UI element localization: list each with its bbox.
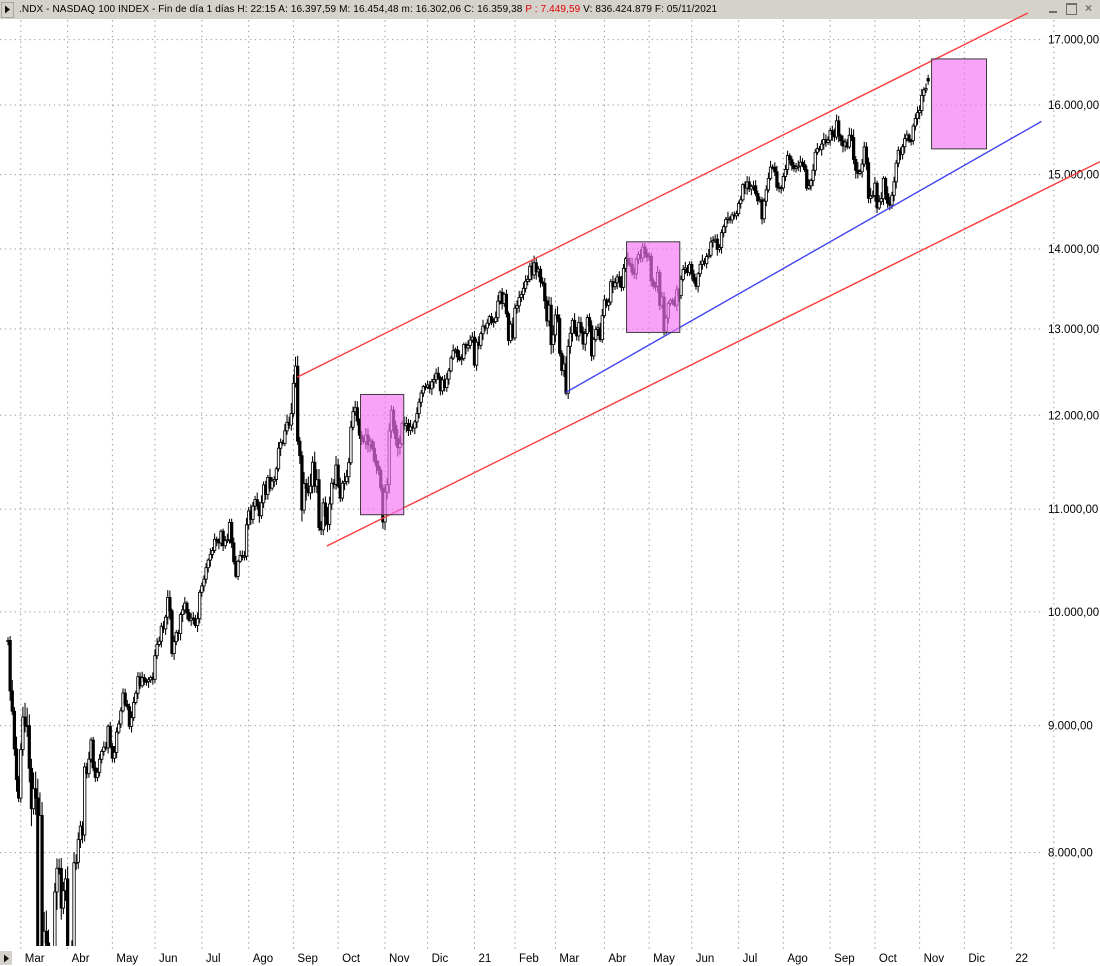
close-icon: × — [1084, 1, 1092, 15]
x-axis-labels: Mar Abr May Jun Jul Ago Sep Oct Nov Dic 21 Feb Mar Ab… — [25, 953, 1028, 965]
x-axis-label: Jun — [696, 953, 715, 965]
x-axis-label: Mar — [559, 953, 579, 965]
y-axis-label: 9.000,00 — [1048, 721, 1093, 733]
x-axis-label: Dic — [432, 953, 449, 965]
maximize-button[interactable] — [1065, 3, 1078, 15]
minimize-icon — [1049, 11, 1057, 13]
y-axis-label: 14.000,00 — [1048, 244, 1099, 256]
y-axis-label: 17.000,00 — [1048, 35, 1099, 47]
candlestick-series — [6, 74, 930, 946]
x-axis-label: Jul — [743, 953, 758, 965]
x-axis-label: Ago — [253, 953, 273, 965]
x-axis-label: Nov — [389, 953, 410, 965]
x-axis-label: Oct — [879, 953, 898, 965]
y-axis-label: 15.000,00 — [1048, 170, 1099, 182]
highlight-box-2[interactable] — [626, 241, 681, 333]
x-axis-label: Abr — [72, 953, 90, 965]
y-axis-label: 8.000,00 — [1048, 848, 1093, 860]
x-axis-label: Abr — [608, 953, 626, 965]
y-axis-labels: 17.000,00 16.000,00 15.000,00 14.000,00 13.0… — [1048, 35, 1099, 860]
x-axis-label: Sep — [297, 953, 317, 965]
x-axis-label: Jun — [159, 953, 178, 965]
horizontal-gridlines — [0, 39, 1044, 854]
right-arrow-icon — [5, 5, 10, 14]
x-axis-label: Nov — [924, 953, 945, 965]
x-axis-label: May — [653, 953, 675, 965]
x-axis-label: 22 — [1015, 953, 1028, 965]
title-last-price: P : 7.449,59 — [525, 4, 581, 15]
title-tail: V: 836.424.879 F: 05/11/2021 — [580, 4, 718, 15]
x-axis-label: Oct — [342, 953, 361, 965]
x-axis-label: Feb — [519, 953, 539, 965]
right-arrow-icon — [3, 954, 9, 962]
maximize-icon — [1066, 3, 1077, 15]
titlebar-scroll-arrow-button[interactable] — [1, 1, 14, 18]
y-axis-label: 13.000,00 — [1048, 324, 1099, 336]
y-axis-label: 11.000,00 — [1048, 504, 1098, 516]
title-main: .NDX - NASDAQ 100 INDEX - Fin de día 1 d… — [19, 4, 526, 15]
x-axis-label: Ago — [787, 953, 807, 965]
x-axis-label: Jul — [206, 953, 221, 965]
bottom-scroll-arrow-button[interactable] — [0, 951, 12, 965]
window-controls: × — [1048, 1, 1095, 15]
x-axis-label: Mar — [25, 953, 45, 965]
highlight-box-1[interactable] — [360, 393, 405, 516]
highlight-box-3[interactable] — [931, 58, 988, 150]
x-axis-label: Sep — [834, 953, 854, 965]
y-axis-label: 10.000,00 — [1048, 607, 1099, 619]
trend-blue[interactable] — [565, 120, 1042, 394]
window-title: .NDX - NASDAQ 100 INDEX - Fin de día 1 d… — [19, 4, 717, 15]
channel-lower-red[interactable] — [326, 161, 1100, 547]
x-axis-label: 21 — [478, 953, 491, 965]
x-axis-label: Dic — [968, 953, 985, 965]
channel-upper-red[interactable] — [296, 12, 1029, 378]
y-axis-label: 16.000,00 — [1048, 100, 1099, 112]
window-titlebar: .NDX - NASDAQ 100 INDEX - Fin de día 1 d… — [0, 0, 1100, 19]
y-axis-label: 12.000,00 — [1048, 410, 1099, 422]
minimize-button[interactable] — [1048, 3, 1061, 14]
x-axis-label: May — [116, 953, 138, 965]
close-button[interactable]: × — [1082, 1, 1095, 15]
